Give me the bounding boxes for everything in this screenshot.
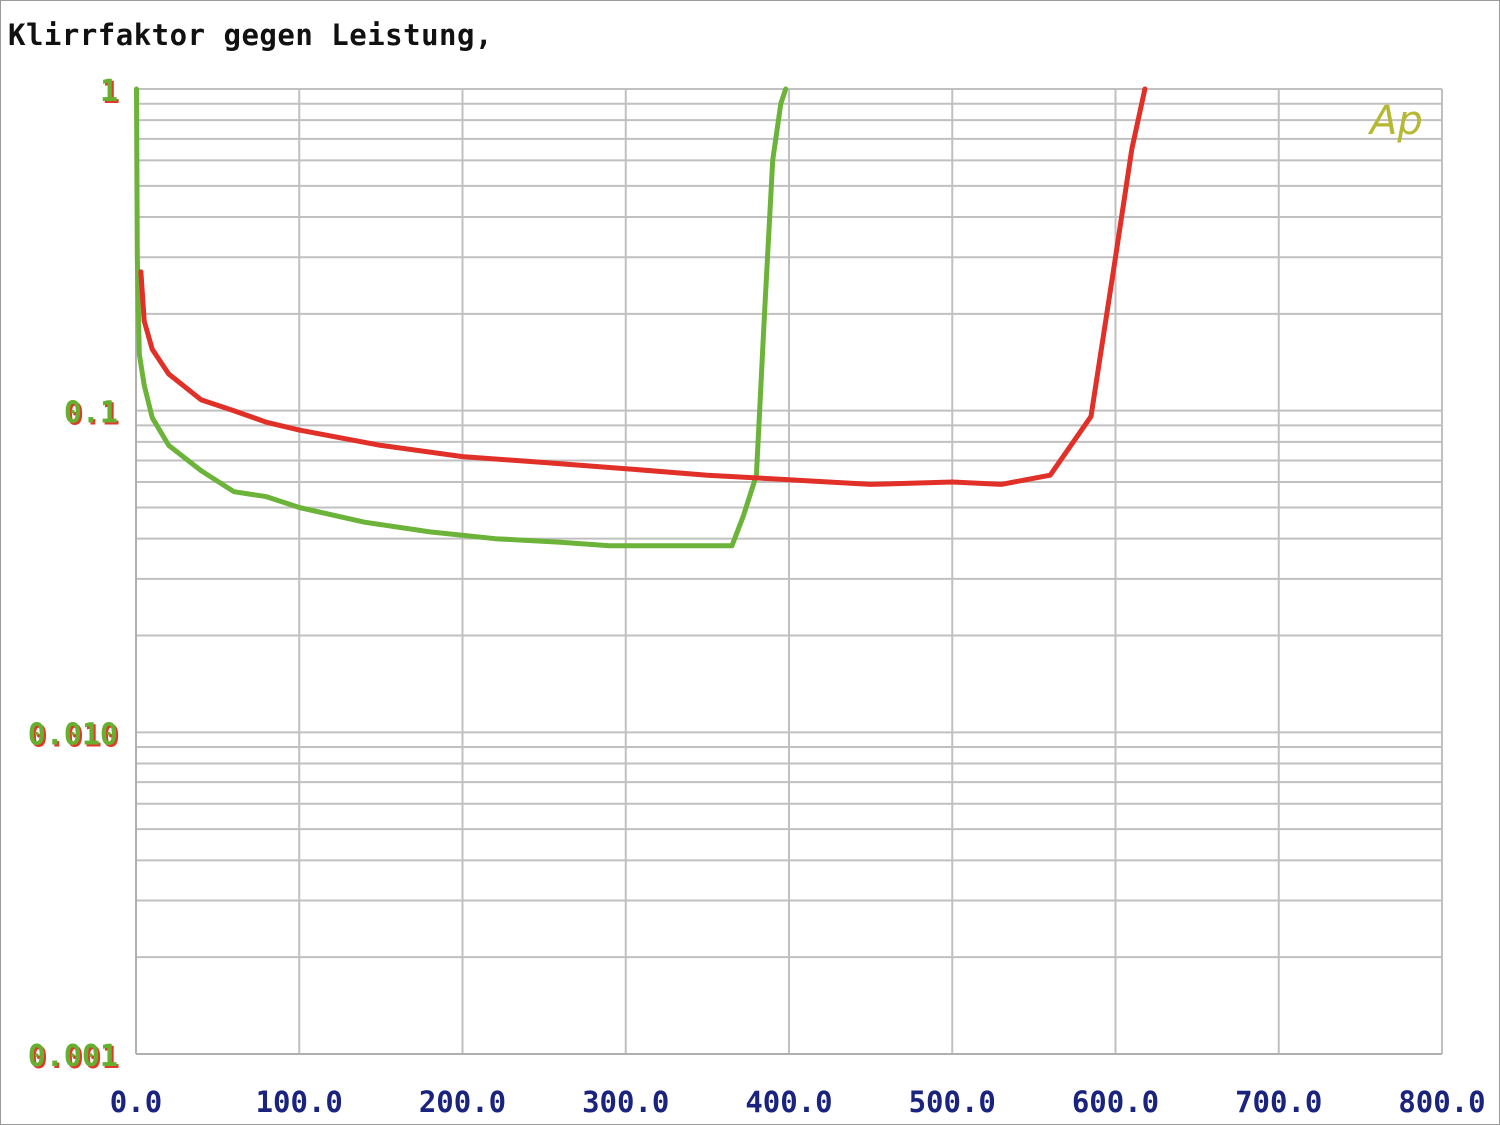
y-tick-label-shadow: 1 (102, 76, 120, 111)
series-line-2 (138, 86, 1148, 487)
x-tick-label: 700.0 (1235, 1085, 1322, 1119)
y-tick-label-shadow: 0.010 (30, 719, 120, 754)
chart-title: Klirrfaktor gegen Leistung, (8, 18, 493, 52)
series-line-1 (134, 86, 789, 549)
x-tick-label: 800.0 (1398, 1085, 1485, 1119)
y-tick-label: 1 (100, 74, 118, 109)
x-tick-label: 200.0 (419, 1085, 506, 1119)
y-tick-label-shadow: 0.001 (30, 1041, 120, 1076)
x-tick-label: 0.0 (110, 1085, 162, 1119)
x-tick-label: 600.0 (1072, 1085, 1159, 1119)
y-tick-label: 0.010 (28, 717, 118, 752)
x-tick-label: 400.0 (745, 1085, 832, 1119)
x-tick-label: 100.0 (256, 1085, 343, 1119)
y-tick-label: 0.001 (28, 1039, 118, 1074)
x-tick-label: 300.0 (582, 1085, 669, 1119)
ap-logo: Ap (1367, 98, 1423, 144)
y-tick-label: 0.1 (64, 396, 118, 431)
y-tick-label-shadow: 0.1 (66, 398, 120, 433)
x-tick-label: 500.0 (909, 1085, 996, 1119)
